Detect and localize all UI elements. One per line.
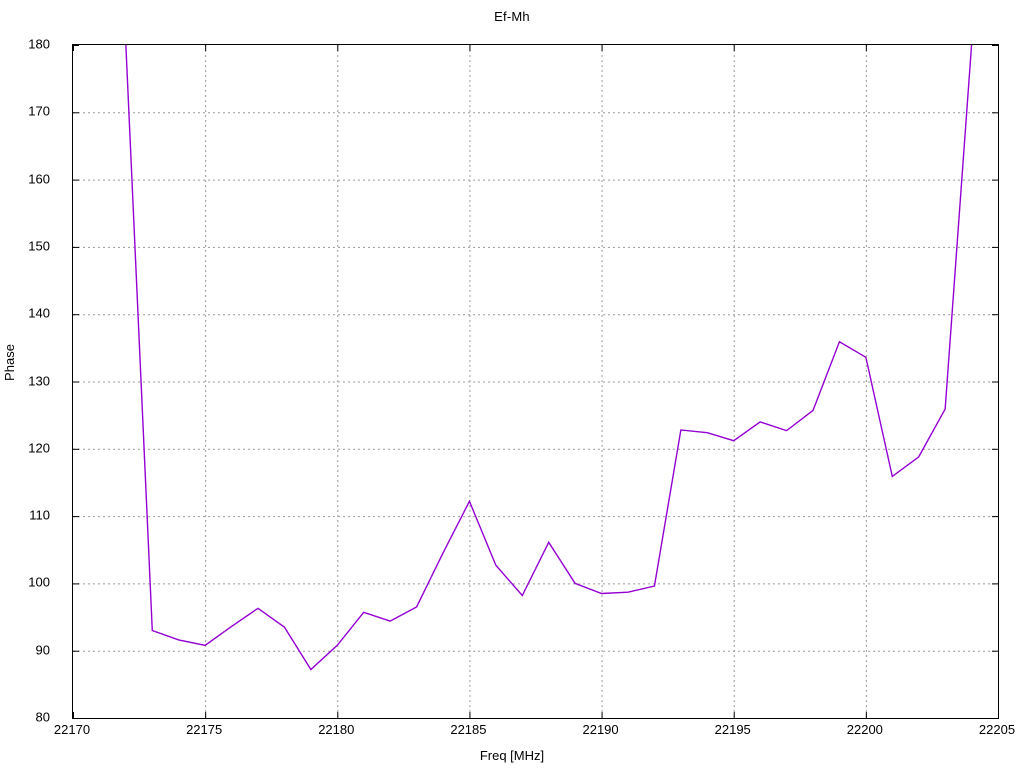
y-tick-label: 130 (28, 373, 50, 388)
plot-area (72, 44, 999, 719)
x-axis-label: Freq [MHz] (479, 748, 545, 763)
x-tick-label: 22185 (450, 722, 487, 737)
x-tick-label: 22190 (582, 722, 619, 737)
chart-title: Ef-Mh (494, 9, 530, 24)
y-tick-label: 140 (28, 305, 50, 321)
y-tick-label: 150 (28, 238, 50, 254)
y-tick-label: 170 (28, 103, 50, 119)
x-tick-label: 22170 (53, 722, 91, 737)
x-tick-label: 22200 (846, 722, 883, 737)
y-tick-label: 120 (28, 440, 50, 456)
x-tick-label: 22195 (714, 722, 751, 737)
y-tick-label: 90 (35, 642, 50, 658)
y-tick-label: 80 (35, 709, 50, 725)
x-tick-label: 22205 (978, 722, 1016, 737)
y-tick-label: 100 (28, 574, 50, 590)
y-axis-tick-labels: 80 90 100 110 120 130 140 150 160 170 180 (0, 37, 64, 725)
data-series-line (125, 44, 973, 671)
y-tick-label: 160 (28, 171, 50, 187)
grid-lines (73, 45, 998, 718)
x-axis-tick-labels: 22170 22175 22180 22185 22190 22195 22200 22205 (54, 722, 1015, 744)
y-tick-label: 110 (29, 507, 50, 523)
axis-ticks (73, 45, 999, 719)
x-tick-label: 22175 (186, 722, 223, 737)
x-tick-label: 22180 (318, 722, 355, 737)
y-tick-label: 180 (28, 36, 50, 52)
series-polyline (125, 44, 973, 671)
